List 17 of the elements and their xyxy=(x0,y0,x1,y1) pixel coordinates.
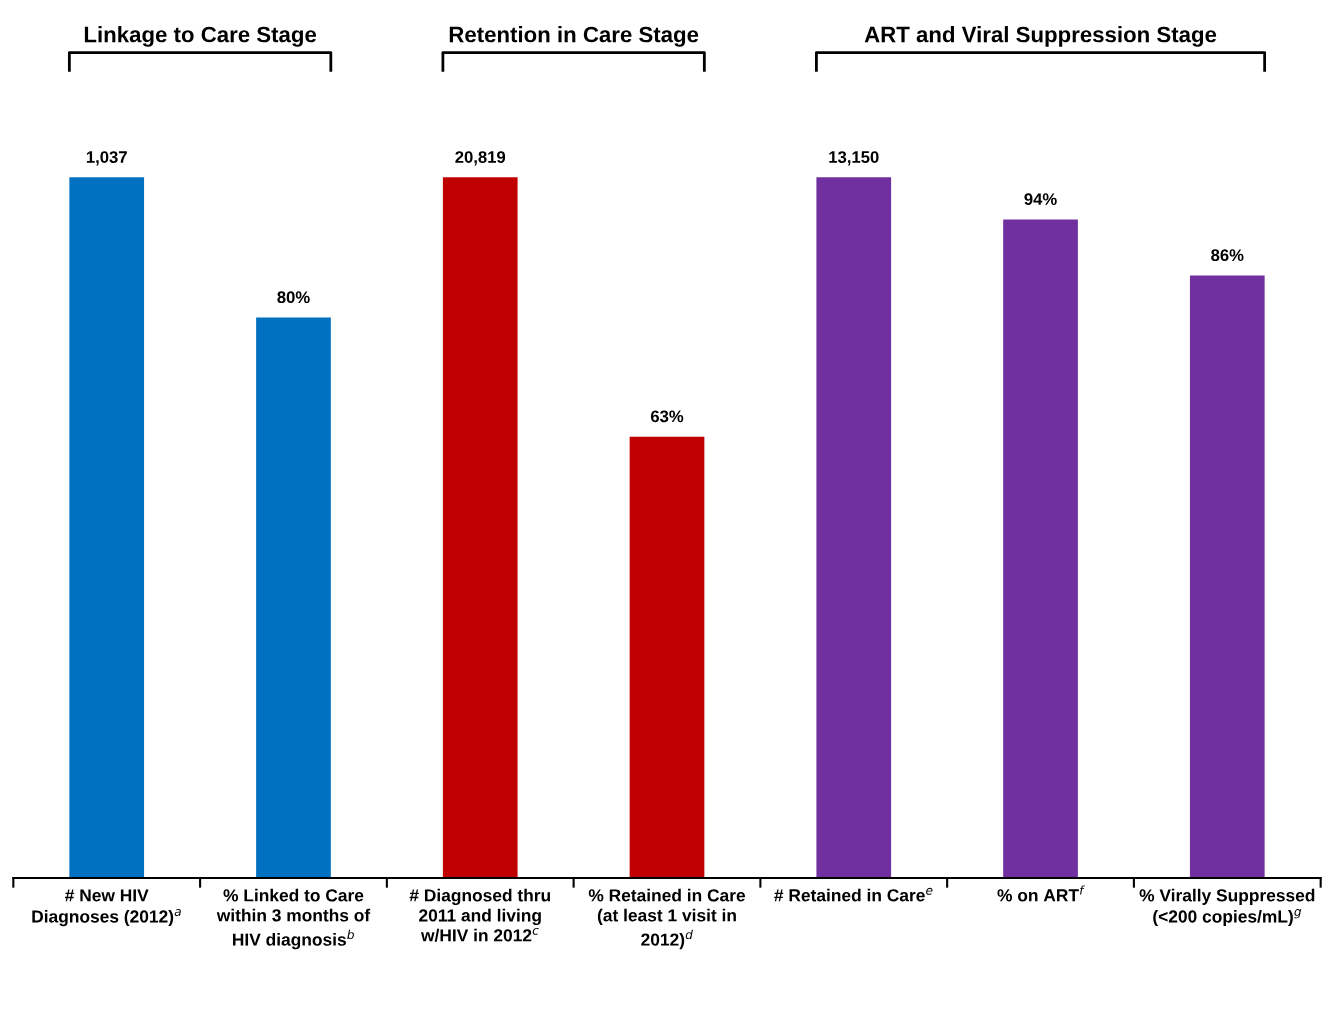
category-label: # Diagnosed thru 2011 and living w/HIV in 2012$^{c}$ xyxy=(409,888,550,942)
category-label: # New HIV Diagnoses (2012)$^{a}$ xyxy=(32,889,181,927)
data-label: 86% xyxy=(1211,249,1244,262)
data-label: 63% xyxy=(650,410,684,423)
data-label: 20,819 xyxy=(455,151,506,166)
text: ART and Viral Suppression Stage xyxy=(864,26,1217,47)
text: Retention in Care Stage xyxy=(449,26,699,47)
text: Linkage to Care Stage xyxy=(84,26,317,47)
data-label: 94% xyxy=(1024,193,1057,206)
category-label: % Virally Suppressed (<200 copies/mL)$^{g}$ xyxy=(1139,888,1315,927)
data-label: 13,150 xyxy=(829,151,879,166)
data-label: 1,037 xyxy=(86,151,127,166)
category-label: % Retained in Care (at least 1 visit in 2012)$^{d}$ xyxy=(588,888,746,950)
category-label: % on ART$^{f}$ xyxy=(997,885,1085,902)
data-label: 80% xyxy=(277,291,310,304)
category-label: # Retained in Care$^{e}$ xyxy=(774,887,933,902)
category-label: % Linked to Care within 3 months of HIV diagnosis$^{b}$ xyxy=(216,888,371,950)
